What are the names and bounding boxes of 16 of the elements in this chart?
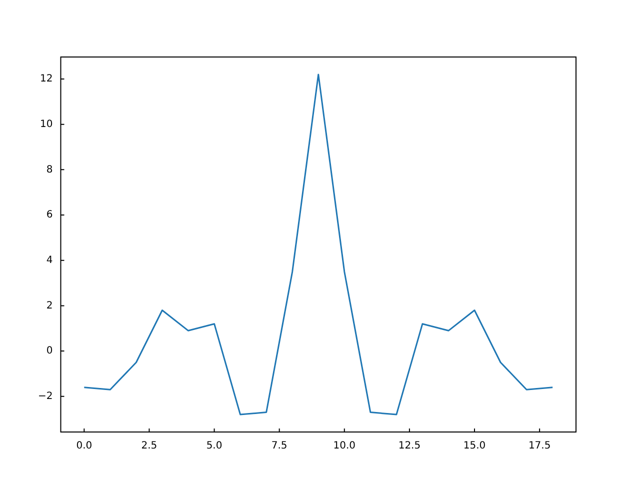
x-tick-label: 15.0 [463, 440, 486, 452]
x-tick-label: 17.5 [528, 440, 551, 452]
y-tick-label: 0 [46, 346, 53, 357]
y-tick-label: 2 [46, 300, 53, 312]
y-tick-label: 4 [46, 254, 53, 266]
y-tick-label: 10 [40, 118, 53, 130]
x-tick-label: 5.0 [206, 440, 222, 452]
x-tick-label: 10.0 [333, 440, 356, 452]
y-tick-label: 6 [46, 210, 53, 221]
x-tick-label: 2.5 [141, 440, 158, 452]
y-tick-label: 8 [46, 164, 53, 176]
y-tick-label: 12 [40, 74, 53, 85]
y-tick-label: −2 [38, 391, 53, 402]
x-tick-label: 12.5 [398, 440, 421, 452]
x-tick-label: 0.0 [76, 440, 92, 452]
x-tick-label: 7.5 [271, 440, 288, 452]
